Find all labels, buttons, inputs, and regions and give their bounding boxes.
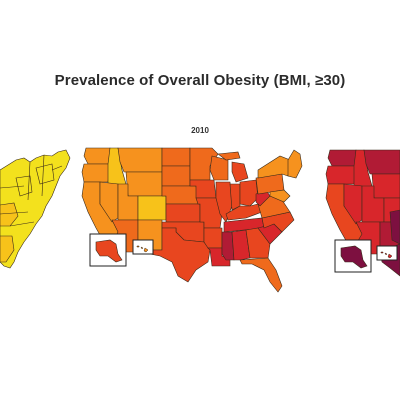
state-new-york xyxy=(257,155,291,179)
right-inset-hawaii-frame xyxy=(376,245,398,261)
state-wyoming xyxy=(125,171,163,197)
left-map-state-b xyxy=(0,235,15,263)
state-arkansas xyxy=(203,227,223,249)
state-indiana xyxy=(229,183,241,211)
left-map-borders xyxy=(0,154,63,227)
inset-hawaii-map xyxy=(136,245,149,253)
left-map-state-a xyxy=(0,202,19,227)
state-maryland-nj xyxy=(269,189,291,203)
state-washington xyxy=(83,147,111,165)
state-georgia xyxy=(245,227,271,259)
state-michigan xyxy=(231,161,249,183)
right-state-oregon xyxy=(325,165,357,185)
right-state-montana xyxy=(363,149,400,175)
right-state-washington xyxy=(327,149,357,167)
state-montana xyxy=(117,147,163,173)
state-south-dakota xyxy=(161,165,191,187)
state-oregon xyxy=(81,163,111,183)
state-alabama xyxy=(231,229,251,261)
state-north-dakota xyxy=(161,147,191,167)
map-year-label: 2010 xyxy=(191,126,209,135)
inset-alaska-map xyxy=(95,239,123,263)
left-map-state-d xyxy=(35,163,55,185)
right-inset-hawaii-map xyxy=(380,251,393,259)
state-mississippi xyxy=(221,231,235,261)
right-state-wyoming xyxy=(371,173,400,199)
state-colorado xyxy=(137,195,167,221)
state-florida xyxy=(239,257,283,293)
inset-hawaii-frame xyxy=(132,239,154,255)
map-left xyxy=(0,149,71,269)
map-center xyxy=(81,147,303,293)
state-new-england xyxy=(287,149,303,179)
figure-title: Prevalence of Overall Obesity (BMI, ≥30) xyxy=(54,72,346,89)
map-right xyxy=(325,149,400,277)
right-state-east-edge xyxy=(389,209,400,245)
state-nebraska xyxy=(161,185,199,205)
state-michigan-upper xyxy=(217,151,241,161)
right-inset-alaska-map xyxy=(340,245,368,269)
state-ohio xyxy=(239,179,259,207)
state-kansas xyxy=(165,203,201,223)
